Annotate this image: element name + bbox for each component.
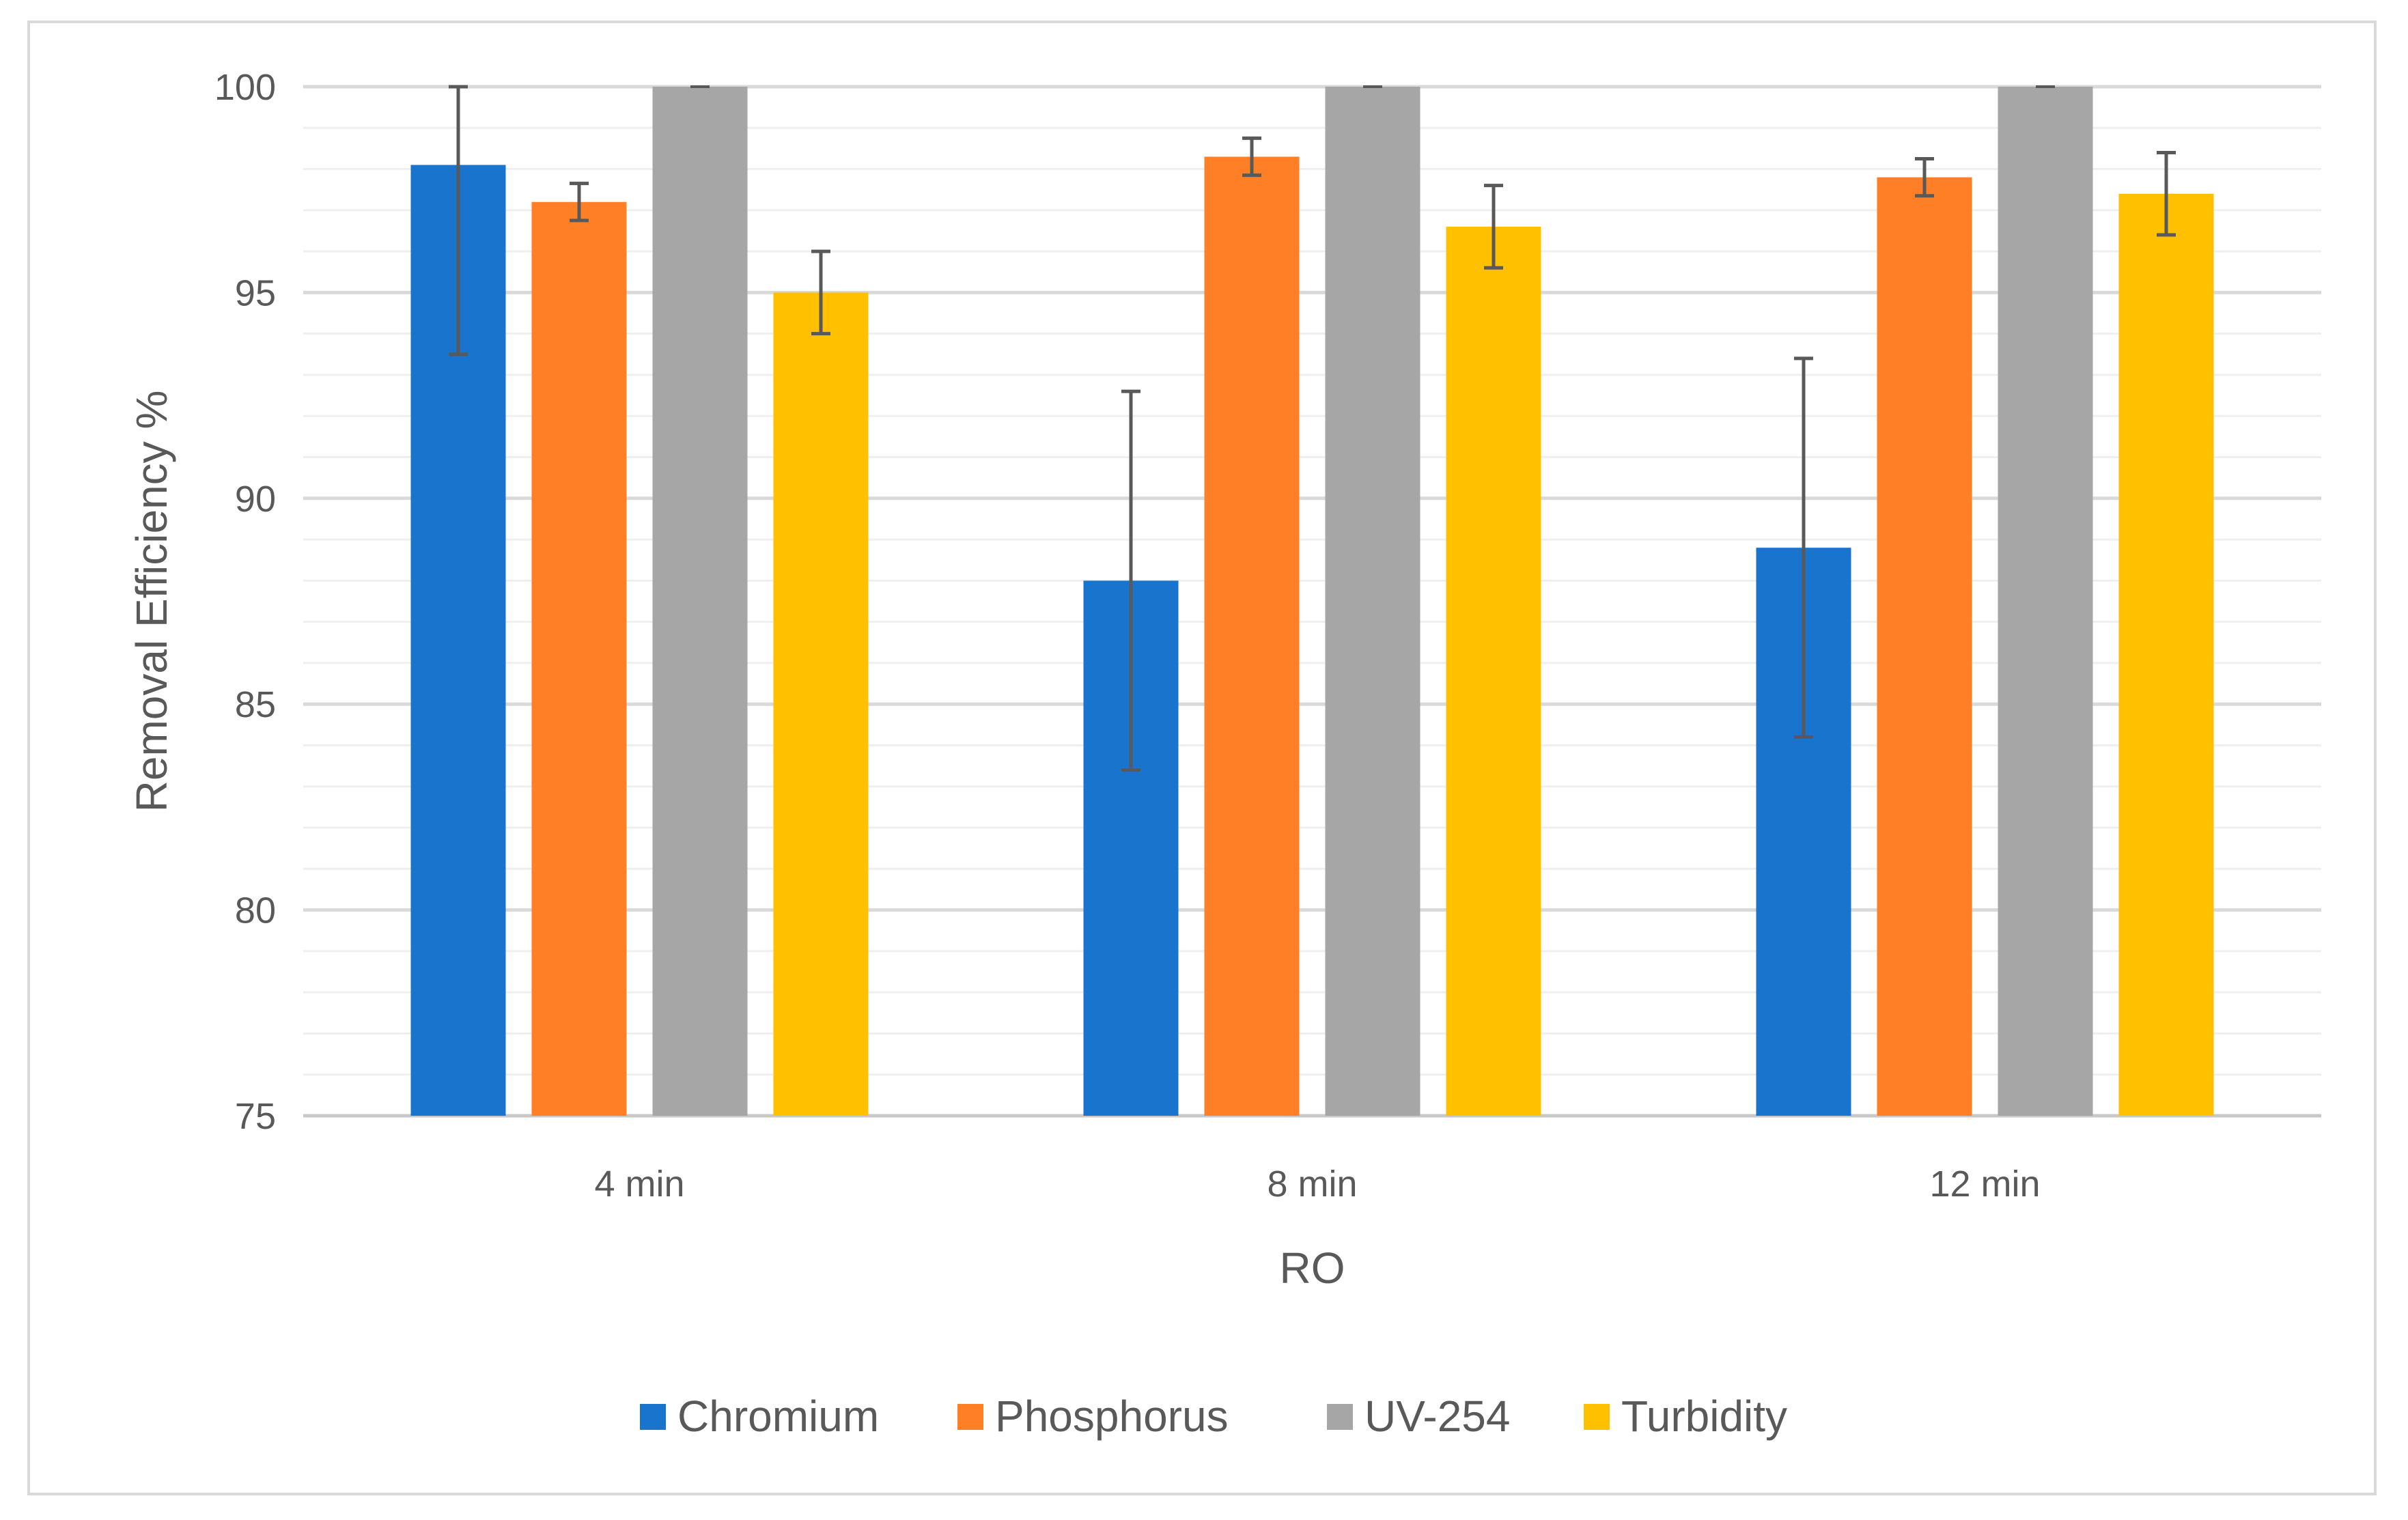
y-tick-label: 95 xyxy=(235,272,276,313)
legend-swatch-chromium xyxy=(640,1404,666,1430)
legend-label-chromium: Chromium xyxy=(677,1392,879,1441)
legend-swatch-turbidity xyxy=(1584,1404,1610,1430)
bar-phosphorus-1 xyxy=(1204,156,1300,1116)
bar-uv-254-0 xyxy=(652,87,748,1116)
legend-label-phosphorus: Phosphorus xyxy=(995,1392,1229,1441)
bar-turbidity-2 xyxy=(2118,193,2214,1116)
bar-chart: 75 80 85 90 95 100 4 min 8 min 12 min Removal E… xyxy=(127,67,2321,1441)
legend-swatch-phosphorus xyxy=(957,1404,983,1430)
x-axis-ticks: 4 min 8 min 12 min xyxy=(594,1164,2040,1205)
gridlines xyxy=(303,85,2321,1118)
chart-frame: 75 80 85 90 95 100 4 min 8 min 12 min Removal E… xyxy=(27,20,2377,1495)
legend: Chromium Phosphorus UV-254 Turbidity xyxy=(640,1392,1787,1441)
y-tick-label: 75 xyxy=(235,1096,276,1137)
legend-label-turbidity: Turbidity xyxy=(1621,1392,1787,1441)
x-tick-label: 8 min xyxy=(1267,1164,1357,1205)
y-axis-ticks: 75 80 85 90 95 100 xyxy=(214,67,276,1137)
bars xyxy=(410,87,2214,1116)
y-tick-label: 85 xyxy=(235,684,276,725)
y-tick-label: 90 xyxy=(235,479,276,520)
bar-uv-254-1 xyxy=(1325,87,1420,1116)
bar-phosphorus-2 xyxy=(1877,177,1972,1116)
x-axis-title: RO xyxy=(1280,1243,1345,1293)
legend-label-uv-254: UV-254 xyxy=(1364,1392,1510,1441)
bar-turbidity-1 xyxy=(1446,226,1541,1116)
bar-phosphorus-0 xyxy=(531,201,627,1116)
y-axis-title: Removal Efficiency % xyxy=(127,391,176,813)
y-tick-label: 100 xyxy=(214,67,276,108)
x-tick-label: 12 min xyxy=(1929,1164,2040,1205)
x-tick-label: 4 min xyxy=(594,1164,684,1205)
legend-swatch-uv-254 xyxy=(1327,1404,1353,1430)
y-tick-label: 80 xyxy=(235,890,276,931)
bar-uv-254-2 xyxy=(1998,87,2093,1116)
bar-turbidity-0 xyxy=(773,292,869,1116)
error-bars xyxy=(449,85,2176,772)
